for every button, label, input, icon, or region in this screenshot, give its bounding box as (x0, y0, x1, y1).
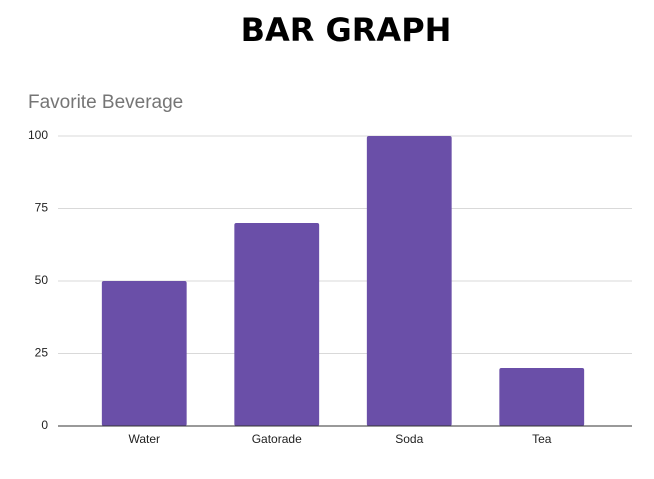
x-tick-label: Water (128, 432, 160, 446)
y-tick-label: 50 (35, 273, 49, 287)
bar (366, 136, 452, 426)
bar (234, 223, 320, 426)
bar (499, 368, 585, 426)
y-tick-label: 25 (35, 346, 49, 360)
chart-title: Favorite Beverage (28, 92, 183, 113)
bar (101, 281, 187, 426)
y-tick-label: 100 (28, 128, 48, 142)
x-tick-label: Tea (532, 432, 552, 446)
page-title: BAR GRAPH (241, 11, 452, 49)
x-tick-label: Soda (395, 432, 423, 446)
y-tick-label: 75 (35, 201, 49, 215)
y-tick-label: 0 (41, 418, 48, 432)
x-tick-label: Gatorade (252, 432, 302, 446)
